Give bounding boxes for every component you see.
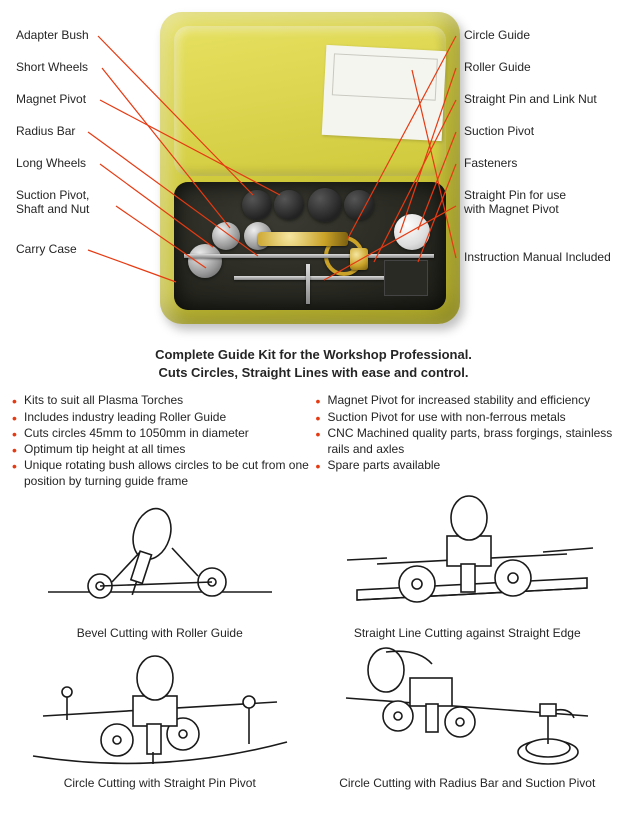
part-radius-bar	[184, 254, 434, 258]
part-suction-pivot	[394, 214, 430, 250]
part-magnet-pivot	[274, 190, 304, 220]
part-shaft	[306, 264, 310, 304]
diagram-caption: Circle Cutting with Straight Pin Pivot	[64, 776, 256, 790]
callout-label-right: Suction Pivot	[464, 124, 534, 138]
headline: Complete Guide Kit for the Workshop Prof…	[0, 346, 627, 382]
callout-label-right: Roller Guide	[464, 60, 531, 74]
part-short-wheel-1	[212, 222, 240, 250]
feature-item: Spare parts available	[314, 457, 618, 473]
feature-item: Kits to suit all Plasma Torches	[10, 392, 314, 408]
callout-label-left: Radius Bar	[16, 124, 75, 138]
part-roller-guide-hub	[344, 190, 374, 220]
feature-item: Unique rotating bush allows circles to b…	[10, 457, 314, 489]
product-callout-section: Adapter Bush Short Wheels Magnet Pivot Radi…	[0, 0, 627, 340]
feature-item: Optimum tip height at all times	[10, 441, 314, 457]
diagram-circle-suction-pivot: Circle Cutting with Radius Bar and Sucti…	[314, 644, 622, 794]
features-section: Kits to suit all Plasma TorchesIncludes …	[0, 382, 627, 493]
callout-label-right: Circle Guide	[464, 28, 530, 42]
part-circle-guide	[308, 188, 342, 222]
feature-item: Includes industry leading Roller Guide	[10, 409, 314, 425]
callout-label-left: Magnet Pivot	[16, 92, 86, 106]
part-fasteners-pack	[384, 260, 428, 296]
diagram-bevel-cutting: Bevel Cutting with Roller Guide	[6, 494, 314, 644]
diagram-caption: Straight Line Cutting against Straight E…	[354, 626, 581, 640]
callout-label-left: Long Wheels	[16, 156, 86, 170]
part-long-wheel-1	[188, 244, 222, 278]
diagram-caption: Circle Cutting with Radius Bar and Sucti…	[339, 776, 595, 790]
headline-line2: Cuts Circles, Straight Lines with ease a…	[159, 365, 469, 380]
callout-label-right: Straight Pin and Link Nut	[464, 92, 597, 106]
instruction-manual	[322, 45, 447, 141]
headline-line1: Complete Guide Kit for the Workshop Prof…	[155, 347, 472, 362]
diagram-straight-line: Straight Line Cutting against Straight E…	[314, 494, 622, 644]
features-right: Magnet Pivot for increased stability and…	[314, 392, 618, 489]
part-link-nut	[350, 248, 368, 270]
feature-item: CNC Machined quality parts, brass forgin…	[314, 425, 618, 457]
diagrams-section: Bevel Cutting with Roller Guide Straight…	[0, 494, 627, 794]
callout-label-left: Carry Case	[16, 242, 77, 256]
callout-label-left: Suction Pivot, Shaft and Nut	[16, 188, 89, 216]
callout-label-left: Adapter Bush	[16, 28, 89, 42]
feature-item: Suction Pivot for use with non-ferrous m…	[314, 409, 618, 425]
diagram-circle-pin-pivot: Circle Cutting with Straight Pin Pivot	[6, 644, 314, 794]
part-roller-guide	[258, 232, 348, 246]
part-adapter-bush	[242, 190, 272, 220]
callout-label-right: Instruction Manual Included	[464, 250, 611, 264]
features-left: Kits to suit all Plasma TorchesIncludes …	[10, 392, 314, 489]
parts-tray	[174, 182, 446, 310]
callout-label-right: Fasteners	[464, 156, 517, 170]
diagram-caption: Bevel Cutting with Roller Guide	[77, 626, 243, 640]
callout-label-right: Straight Pin for use with Magnet Pivot	[464, 188, 566, 216]
callout-label-left: Short Wheels	[16, 60, 88, 74]
feature-item: Magnet Pivot for increased stability and…	[314, 392, 618, 408]
feature-item: Cuts circles 45mm to 1050mm in diameter	[10, 425, 314, 441]
case-lid	[174, 26, 446, 176]
carry-case-illustration	[160, 12, 460, 324]
